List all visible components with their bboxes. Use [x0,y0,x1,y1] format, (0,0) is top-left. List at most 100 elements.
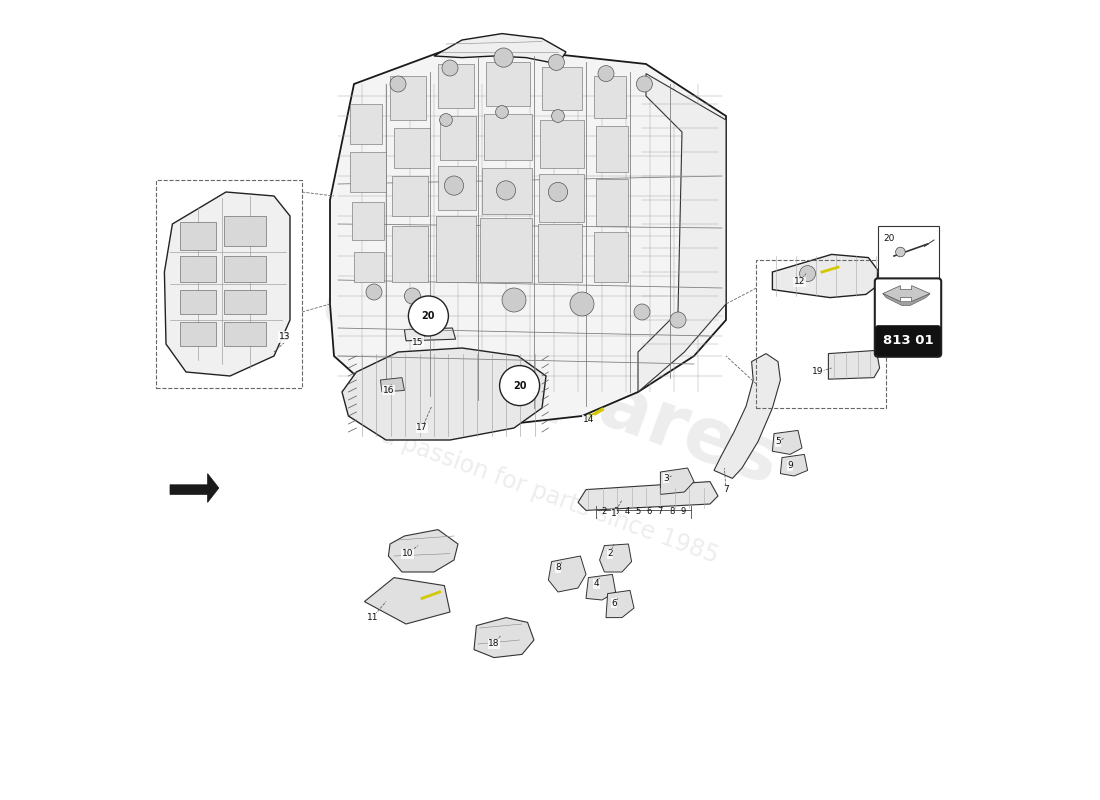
Polygon shape [434,34,566,64]
Polygon shape [170,474,219,502]
Polygon shape [381,378,405,392]
Polygon shape [482,168,532,214]
Polygon shape [394,128,430,168]
Circle shape [549,54,564,70]
Polygon shape [350,104,382,144]
Text: 13: 13 [278,333,290,342]
Polygon shape [164,192,290,376]
Circle shape [405,288,420,304]
Circle shape [895,247,905,257]
Polygon shape [364,578,450,624]
Text: 6: 6 [647,507,652,517]
Text: 8: 8 [556,563,561,573]
Polygon shape [486,62,530,106]
FancyBboxPatch shape [874,278,942,357]
Polygon shape [392,226,428,282]
Polygon shape [352,202,384,240]
Circle shape [551,110,564,122]
Polygon shape [354,252,384,282]
Polygon shape [223,256,266,282]
Polygon shape [538,224,582,282]
Text: 2: 2 [607,549,613,558]
Polygon shape [549,556,586,592]
Text: 7: 7 [658,507,663,517]
Polygon shape [405,328,455,341]
Circle shape [549,182,568,202]
Polygon shape [594,232,628,282]
Circle shape [496,106,508,118]
Polygon shape [772,254,878,298]
Text: 813 01: 813 01 [882,334,933,347]
Text: 18: 18 [488,639,499,649]
Polygon shape [484,114,532,160]
Polygon shape [223,290,266,314]
Circle shape [408,296,449,336]
Polygon shape [714,354,780,478]
Text: 20: 20 [883,234,895,243]
Polygon shape [780,454,807,476]
Polygon shape [388,530,458,572]
Text: 5: 5 [776,437,781,446]
Polygon shape [392,176,428,216]
Circle shape [496,181,516,200]
Text: 9: 9 [680,507,685,517]
Text: 12: 12 [794,277,805,286]
Circle shape [390,76,406,92]
Polygon shape [180,256,216,282]
Circle shape [444,176,463,195]
Polygon shape [883,294,930,306]
Text: 17: 17 [416,423,428,433]
Polygon shape [180,222,216,250]
Polygon shape [438,166,476,210]
Circle shape [670,312,686,328]
Polygon shape [539,174,584,222]
Polygon shape [542,67,582,110]
Circle shape [442,60,458,76]
Text: 3: 3 [663,474,669,483]
Polygon shape [437,216,476,282]
Polygon shape [586,574,616,600]
Text: 2: 2 [602,507,607,517]
Text: 11: 11 [366,613,378,622]
Circle shape [499,366,540,406]
Text: 14: 14 [583,415,594,425]
Text: 4: 4 [594,579,600,589]
Polygon shape [223,216,266,246]
Text: 6: 6 [612,598,617,608]
Text: 10: 10 [402,549,414,558]
Polygon shape [440,116,476,160]
Text: 5: 5 [636,507,640,517]
Circle shape [502,288,526,312]
Circle shape [366,284,382,300]
Polygon shape [660,468,694,494]
Circle shape [598,66,614,82]
Circle shape [634,304,650,320]
Text: 20: 20 [513,381,527,390]
Polygon shape [578,482,718,510]
Circle shape [494,48,514,67]
Polygon shape [596,126,628,172]
Polygon shape [638,74,726,392]
Polygon shape [606,590,634,618]
Circle shape [800,266,815,282]
Text: 20: 20 [421,311,436,321]
Polygon shape [223,322,266,346]
Text: 3: 3 [613,507,618,517]
Polygon shape [438,64,474,108]
Polygon shape [600,544,631,572]
FancyBboxPatch shape [876,326,940,356]
Text: 15: 15 [412,338,424,347]
Polygon shape [390,76,426,120]
Text: 1: 1 [612,509,617,518]
Text: 4: 4 [624,507,629,517]
Text: 16: 16 [383,386,394,395]
Text: 9: 9 [788,461,793,470]
Circle shape [637,76,652,92]
Circle shape [440,114,452,126]
Polygon shape [596,179,628,226]
FancyBboxPatch shape [878,226,938,278]
Text: 7: 7 [723,485,729,494]
Polygon shape [828,350,880,379]
Polygon shape [883,286,930,302]
Polygon shape [342,348,546,440]
